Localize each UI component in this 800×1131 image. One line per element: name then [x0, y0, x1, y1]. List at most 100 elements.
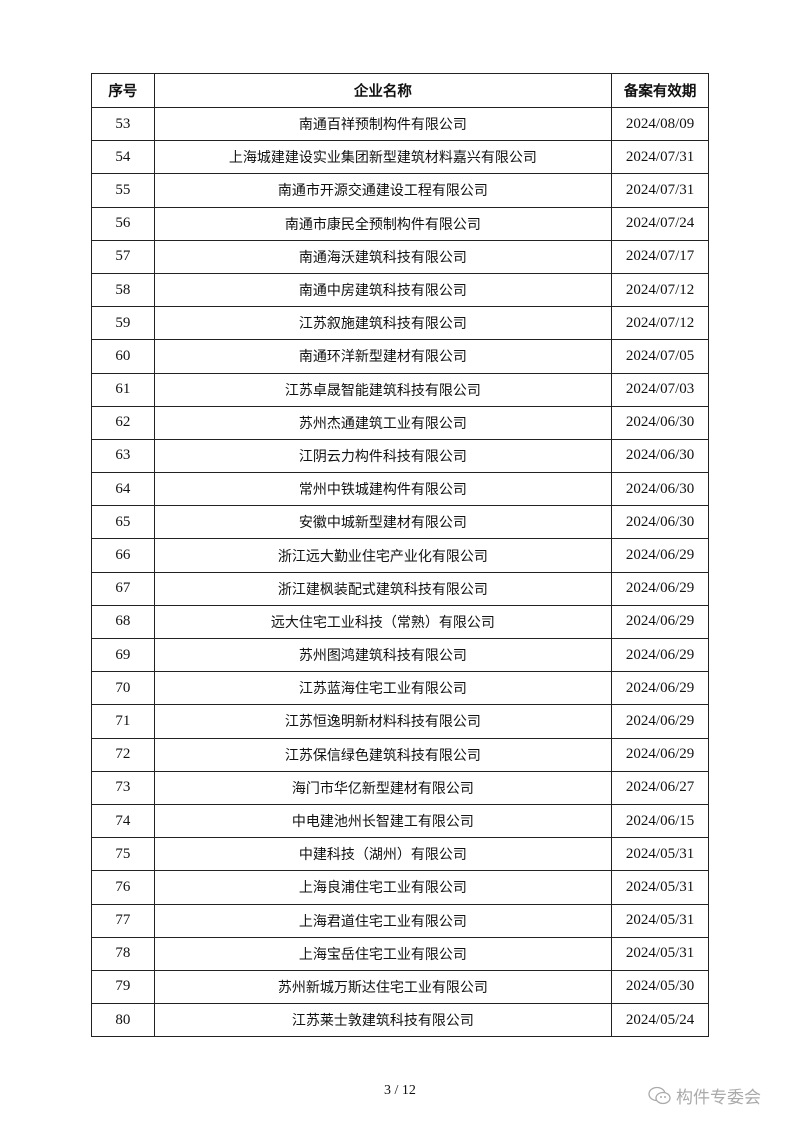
- table-row: 76 上海良浦住宅工业有限公司 2024/05/31: [91, 870, 709, 905]
- cell-validity-date: 2024/05/31: [611, 936, 709, 971]
- cell-index: 76: [91, 870, 155, 905]
- cell-validity-date: 2024/07/31: [611, 173, 709, 208]
- cell-validity-date: 2024/07/05: [611, 339, 709, 374]
- cell-index: 69: [91, 637, 155, 673]
- table-row: 77 上海君道住宅工业有限公司 2024/05/31: [91, 903, 709, 938]
- cell-validity-date: 2024/06/27: [611, 770, 709, 805]
- table-row: 57 南通海沃建筑科技有限公司 2024/07/17: [91, 239, 709, 274]
- table-row: 65 安徽中城新型建材有限公司 2024/06/30: [91, 505, 709, 540]
- table-row: 69 苏州图鸿建筑科技有限公司 2024/06/29: [91, 637, 709, 673]
- cell-index: 59: [91, 306, 155, 341]
- cell-index: 71: [91, 704, 155, 739]
- watermark-text: 构件专委会: [676, 1088, 761, 1108]
- cell-validity-date: 2024/07/24: [611, 206, 709, 241]
- table-row: 55 南通市开源交通建设工程有限公司 2024/07/31: [91, 173, 709, 208]
- cell-validity-date: 2024/08/09: [611, 106, 709, 142]
- cell-company-name: 海门市华亿新型建材有限公司: [153, 770, 613, 805]
- enterprise-table: 序号 企业名称 备案有效期 53 南通百祥预制构件有限公司 2024/08/09 54…: [91, 73, 709, 1038]
- cell-company-name: 江阴云力构件科技有限公司: [153, 438, 613, 474]
- cell-index: 53: [91, 106, 155, 142]
- table-row: 72 江苏保信绿色建筑科技有限公司 2024/06/29: [91, 737, 709, 772]
- table-row: 73 海门市华亿新型建材有限公司 2024/06/27: [91, 770, 709, 805]
- table-header-row: 序号 企业名称 备案有效期: [91, 73, 709, 108]
- cell-validity-date: 2024/05/24: [611, 1003, 709, 1038]
- cell-index: 80: [91, 1003, 155, 1038]
- table-row: 54 上海城建建设实业集团新型建筑材料嘉兴有限公司 2024/07/31: [91, 140, 709, 175]
- cell-company-name: 中电建池州长智建工有限公司: [153, 803, 613, 839]
- cell-company-name: 苏州新城万斯达住宅工业有限公司: [153, 969, 613, 1005]
- wechat-icon: [648, 1086, 671, 1104]
- cell-index: 74: [91, 803, 155, 839]
- cell-company-name: 浙江远大勤业住宅产业化有限公司: [153, 538, 613, 573]
- cell-company-name: 江苏恒逸明新材料科技有限公司: [153, 704, 613, 739]
- table-row: 64 常州中铁城建构件有限公司 2024/06/30: [91, 472, 709, 507]
- cell-index: 62: [91, 405, 155, 440]
- cell-company-name: 南通海沃建筑科技有限公司: [153, 239, 613, 274]
- cell-validity-date: 2024/07/17: [611, 239, 709, 274]
- table-row: 80 江苏莱士敦建筑科技有限公司 2024/05/24: [91, 1003, 709, 1038]
- cell-index: 57: [91, 239, 155, 274]
- cell-validity-date: 2024/06/29: [611, 571, 709, 606]
- cell-company-name: 南通市康民全预制构件有限公司: [153, 206, 613, 241]
- cell-index: 70: [91, 671, 155, 706]
- cell-index: 72: [91, 737, 155, 772]
- cell-index: 55: [91, 173, 155, 208]
- cell-validity-date: 2024/07/12: [611, 272, 709, 308]
- table-row: 79 苏州新城万斯达住宅工业有限公司 2024/05/30: [91, 969, 709, 1005]
- cell-validity-date: 2024/07/31: [611, 140, 709, 175]
- cell-company-name: 上海宝岳住宅工业有限公司: [153, 936, 613, 971]
- table-row: 70 江苏蓝海住宅工业有限公司 2024/06/29: [91, 671, 709, 706]
- cell-validity-date: 2024/06/30: [611, 472, 709, 507]
- cell-company-name: 江苏莱士敦建筑科技有限公司: [153, 1003, 613, 1038]
- cell-company-name: 苏州杰通建筑工业有限公司: [153, 405, 613, 440]
- table-row: 61 江苏卓晟智能建筑科技有限公司 2024/07/03: [91, 372, 709, 407]
- cell-validity-date: 2024/06/29: [611, 671, 709, 706]
- cell-validity-date: 2024/06/29: [611, 637, 709, 673]
- cell-company-name: 江苏保信绿色建筑科技有限公司: [153, 737, 613, 772]
- cell-validity-date: 2024/05/31: [611, 903, 709, 938]
- cell-index: 61: [91, 372, 155, 407]
- cell-validity-date: 2024/05/31: [611, 870, 709, 905]
- cell-index: 67: [91, 571, 155, 606]
- cell-validity-date: 2024/06/15: [611, 803, 709, 839]
- cell-index: 60: [91, 339, 155, 374]
- cell-company-name: 中建科技（湖州）有限公司: [153, 837, 613, 872]
- header-validity: 备案有效期: [611, 73, 709, 108]
- table-row: 56 南通市康民全预制构件有限公司 2024/07/24: [91, 206, 709, 241]
- page-number: 3 / 12: [384, 1083, 416, 1098]
- cell-validity-date: 2024/05/30: [611, 969, 709, 1005]
- cell-index: 66: [91, 538, 155, 573]
- cell-company-name: 上海君道住宅工业有限公司: [153, 903, 613, 938]
- cell-index: 54: [91, 140, 155, 175]
- table-row: 74 中电建池州长智建工有限公司 2024/06/15: [91, 803, 709, 839]
- table-row: 58 南通中房建筑科技有限公司 2024/07/12: [91, 272, 709, 308]
- cell-validity-date: 2024/06/29: [611, 704, 709, 739]
- table-row: 75 中建科技（湖州）有限公司 2024/05/31: [91, 837, 709, 872]
- table-row: 53 南通百祥预制构件有限公司 2024/08/09: [91, 106, 709, 142]
- cell-validity-date: 2024/06/30: [611, 405, 709, 440]
- cell-validity-date: 2024/05/31: [611, 837, 709, 872]
- cell-company-name: 南通中房建筑科技有限公司: [153, 272, 613, 308]
- cell-company-name: 南通百祥预制构件有限公司: [153, 106, 613, 142]
- table-row: 68 远大住宅工业科技（常熟）有限公司 2024/06/29: [91, 604, 709, 640]
- cell-company-name: 浙江建枫装配式建筑科技有限公司: [153, 571, 613, 606]
- cell-company-name: 常州中铁城建构件有限公司: [153, 472, 613, 507]
- cell-index: 65: [91, 505, 155, 540]
- cell-validity-date: 2024/06/29: [611, 737, 709, 772]
- cell-index: 64: [91, 472, 155, 507]
- cell-index: 58: [91, 272, 155, 308]
- table-row: 59 江苏叙施建筑科技有限公司 2024/07/12: [91, 306, 709, 341]
- cell-company-name: 江苏叙施建筑科技有限公司: [153, 306, 613, 341]
- cell-company-name: 远大住宅工业科技（常熟）有限公司: [153, 604, 613, 640]
- cell-company-name: 江苏蓝海住宅工业有限公司: [153, 671, 613, 706]
- cell-validity-date: 2024/06/29: [611, 538, 709, 573]
- cell-index: 73: [91, 770, 155, 805]
- header-company-name: 企业名称: [153, 73, 613, 108]
- cell-index: 63: [91, 438, 155, 474]
- watermark: 构件专委会: [648, 1083, 761, 1108]
- table-row: 78 上海宝岳住宅工业有限公司 2024/05/31: [91, 936, 709, 971]
- cell-validity-date: 2024/07/03: [611, 372, 709, 407]
- header-index: 序号: [91, 73, 155, 108]
- table-row: 67 浙江建枫装配式建筑科技有限公司 2024/06/29: [91, 571, 709, 606]
- cell-validity-date: 2024/06/29: [611, 604, 709, 640]
